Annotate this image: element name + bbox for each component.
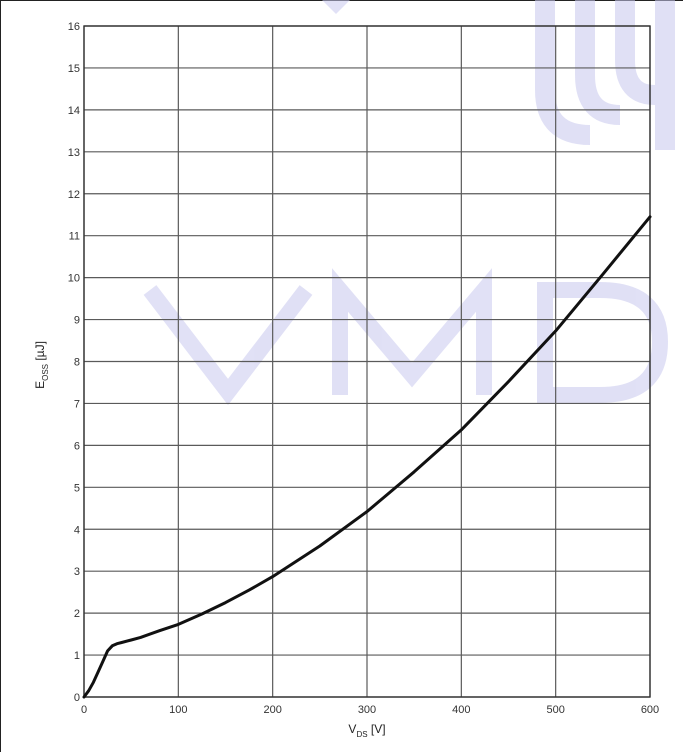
y-tick-label: 9 [74,315,80,327]
watermark-top-shape [322,0,350,14]
vmd-watermark [143,0,675,406]
y-tick-label: 12 [68,189,80,201]
x-tick-label: 500 [546,704,564,716]
series-line-0 [82,215,652,699]
y-tick-label: 4 [74,524,80,536]
y-tick-label: 6 [74,440,80,452]
y-tick-label: 10 [68,273,80,285]
watermark-letter-d [537,282,669,403]
x-axis-label-sub: DS [356,730,367,739]
y-tick-label: 8 [74,357,80,369]
x-tick-label: 600 [641,704,659,716]
y-axis-label-sub: OSS [41,364,50,381]
grid [83,25,651,698]
y-tick-label: 11 [69,231,80,243]
series-group [82,215,652,699]
y-tick-label: 14 [68,105,80,117]
x-axis-label-unit: [V] [368,722,386,736]
y-tick-label: 15 [68,63,80,75]
x-tick-label: 200 [263,704,281,716]
watermark-logo-mark [535,0,675,150]
y-tick-label: 0 [74,692,80,704]
x-tick-labels: 0 100 200 300 400 500 600 [81,704,659,716]
watermark-letter-v [143,285,313,406]
y-tick-label: 16 [68,21,80,33]
watermark-letter-m [332,268,492,395]
plot-border [83,25,651,698]
x-axis-label-main: V [348,722,356,736]
x-tick-label: 300 [358,704,376,716]
x-tick-label: 0 [81,704,87,716]
x-axis-label: VDS [V] [348,722,385,739]
y-tick-label: 13 [68,147,80,159]
y-axis-label: EOSS [µJ] [33,341,50,389]
y-tick-label: 7 [74,398,80,410]
x-tick-label: 100 [169,704,187,716]
y-axis-label-unit: [µJ] [33,341,47,364]
y-tick-label: 3 [74,566,80,578]
y-axis-label-main: E [33,381,47,389]
y-tick-label: 1 [74,650,80,662]
y-tick-label: 2 [74,608,80,620]
x-tick-label: 400 [452,704,470,716]
y-tick-label: 5 [74,482,80,494]
